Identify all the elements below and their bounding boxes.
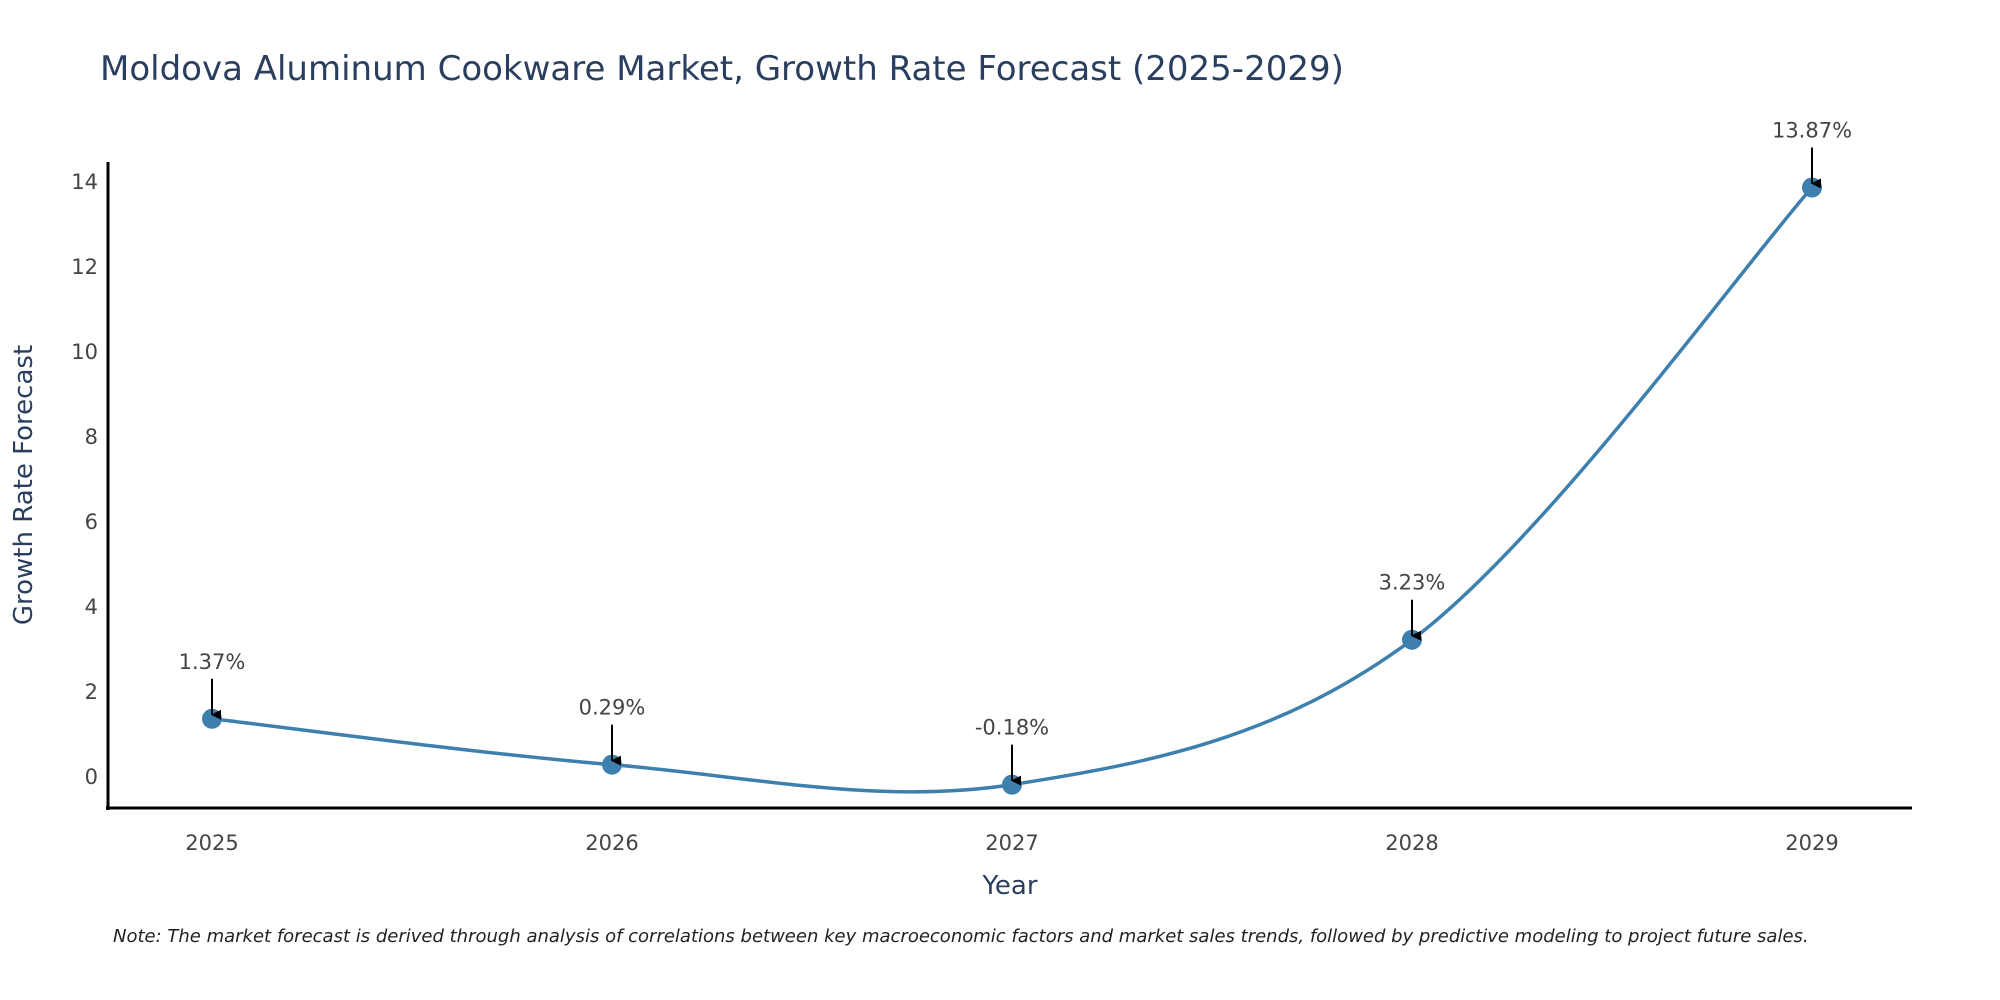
- x-tick-label: 2029: [1785, 831, 1838, 855]
- y-tick-label: 2: [85, 680, 98, 704]
- y-axis-title: Growth Rate Forecast: [9, 345, 39, 625]
- data-label-2027: -0.18%: [975, 716, 1049, 740]
- data-label-2029: 13.87%: [1772, 119, 1852, 143]
- y-tick-label: 0: [85, 765, 98, 789]
- x-tick-label: 2026: [585, 831, 638, 855]
- y-tick-label: 12: [71, 255, 98, 279]
- data-label-2026: 0.29%: [579, 696, 646, 720]
- x-axis-title: Year: [981, 871, 1037, 901]
- x-tick-label: 2027: [985, 831, 1038, 855]
- y-tick-label: 10: [71, 340, 98, 364]
- y-tick-label: 14: [71, 170, 98, 194]
- y-tick-label: 8: [85, 425, 98, 449]
- x-axis-ticks: 2025 2026 2027 2028 2029: [185, 831, 1838, 855]
- series-line: [211, 186, 1814, 794]
- chart-title: Moldova Aluminum Cookware Market, Growth…: [100, 49, 1344, 89]
- y-axis-ticks: 0 2 4 6 8 10 12 14: [71, 170, 98, 789]
- x-tick-label: 2025: [185, 831, 238, 855]
- data-labels: 1.37% 0.29% -0.18% 3.23% 13.87%: [179, 119, 1852, 786]
- y-tick-label: 4: [85, 595, 98, 619]
- footnote: Note: The market forecast is derived thr…: [113, 926, 1809, 947]
- data-label-2025: 1.37%: [179, 650, 246, 674]
- data-label-2028: 3.23%: [1379, 571, 1446, 595]
- data-points: [202, 177, 1822, 795]
- y-tick-label: 6: [85, 510, 98, 534]
- x-tick-label: 2028: [1385, 831, 1438, 855]
